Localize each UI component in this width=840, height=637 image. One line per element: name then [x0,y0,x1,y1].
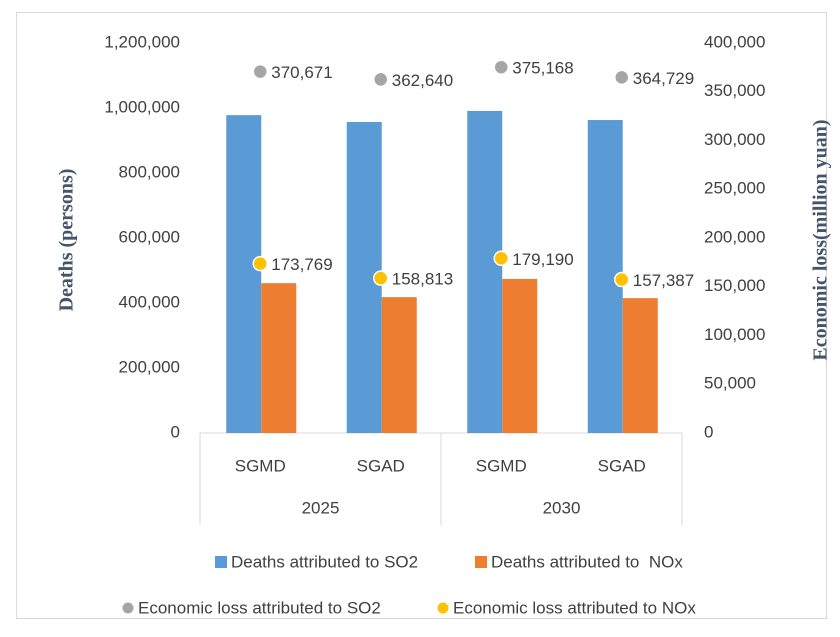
y-tick-label: 1,200,000 [104,32,180,51]
point [252,255,268,272]
point [373,270,389,286]
point [493,250,509,267]
y2-tick-label: 350,000 [704,81,765,100]
data-label: 157,387 [633,271,694,290]
x-tick-label: SGAD [598,456,646,475]
legend-marker [475,556,487,568]
legend-label: Economic loss attributed to NOx [453,598,696,617]
y-tick-label: 1,000,000 [104,97,180,116]
legend-marker [215,556,227,568]
x-tick-label: SGMD [235,456,286,475]
data-label: 375,168 [512,59,573,78]
y-tick-label: 200,000 [119,357,180,376]
data-label: 173,769 [271,255,332,274]
legend-label: Deaths attributed to NOx [491,552,683,571]
bar [261,283,297,433]
legend-marker [121,601,135,615]
group-label: 2025 [302,498,340,517]
y2-tick-label: 200,000 [704,227,765,246]
y2-tick-label: 400,000 [704,32,765,51]
x-tick-label: SGMD [476,456,527,475]
y-tick-label: 800,000 [119,162,180,181]
legend-label: Deaths attributed to SO2 [231,552,418,571]
point [493,59,509,75]
y2-tick-label: 150,000 [704,276,765,295]
y-axis-title: Deaths (persons) [56,169,78,312]
group-label: 2030 [543,498,581,517]
data-label: 364,729 [633,69,694,88]
bar [502,278,538,433]
data-label: 362,640 [392,71,453,90]
point [252,63,268,80]
y-tick-label: 600,000 [119,227,180,246]
y2-axis-title: Economic loss(million yuan) [810,119,832,360]
y-tick-label: 400,000 [119,292,180,311]
bar [622,298,658,433]
point [614,271,630,288]
y2-tick-label: 300,000 [704,130,765,149]
data-label: 370,671 [271,63,332,82]
chart-border [16,12,827,619]
y-tick-label: 0 [171,422,180,441]
data-label: 158,813 [392,270,453,289]
x-tick-label: SGAD [357,456,405,475]
bar [226,115,262,434]
y2-tick-label: 50,000 [704,374,756,393]
y2-tick-label: 0 [704,422,713,441]
legend-label: Economic loss attributed to SO2 [138,598,381,617]
y2-tick-label: 250,000 [704,179,765,198]
bar [381,297,417,433]
bar [467,110,503,434]
point [614,69,630,86]
data-label: 179,190 [512,250,573,269]
point [373,71,389,88]
legend-marker [436,601,450,615]
y2-tick-label: 100,000 [704,325,765,344]
